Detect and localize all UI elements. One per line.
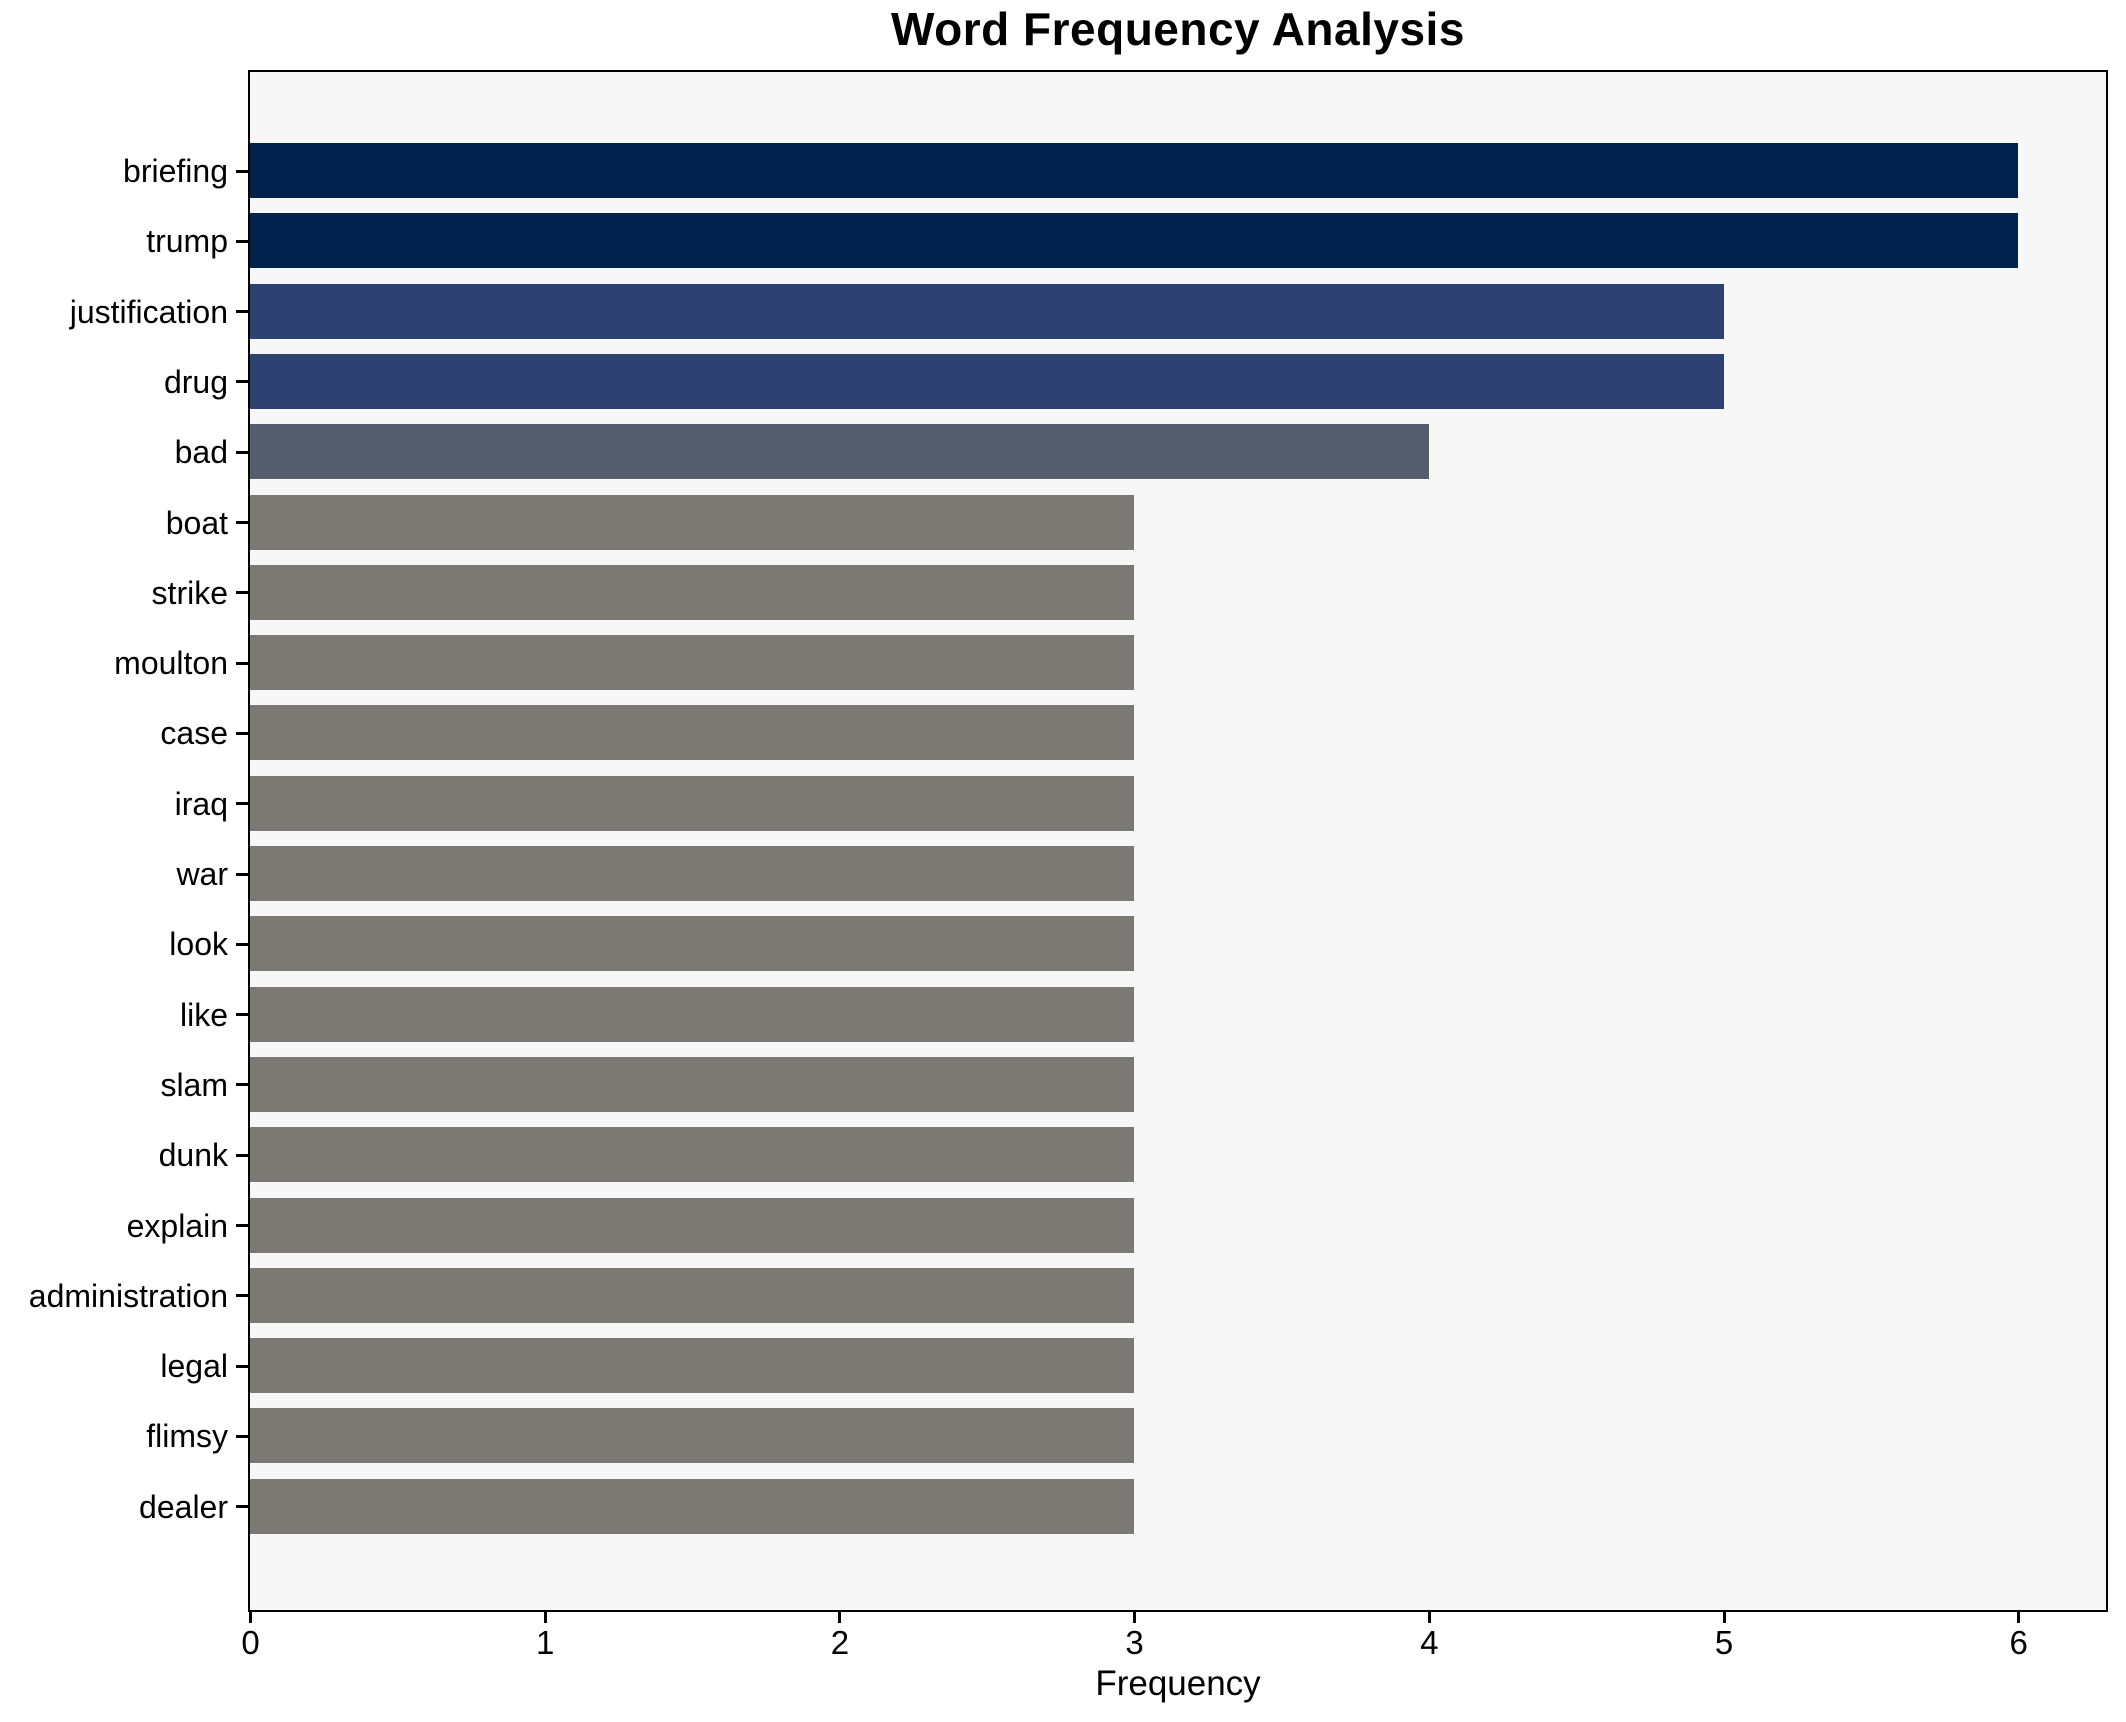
y-tick-mark	[236, 802, 248, 806]
y-tick-mark	[236, 1153, 248, 1157]
y-tick-label: iraq	[174, 785, 228, 822]
x-tick-mark	[1722, 1612, 1726, 1623]
x-tick-label: 5	[1714, 1624, 1734, 1661]
y-tick-mark	[236, 380, 248, 384]
x-tick-label: 0	[241, 1624, 260, 1661]
y-tick-label: administration	[28, 1277, 228, 1314]
y-tick-label: flimsy	[146, 1418, 228, 1455]
bar	[250, 283, 1724, 339]
y-tick-mark	[236, 1083, 248, 1087]
y-tick-mark	[236, 1224, 248, 1227]
x-tick-mark	[249, 1612, 252, 1623]
y-tick-label: justification	[69, 293, 228, 330]
x-tick-label: 1	[536, 1624, 555, 1661]
y-tick-label: strike	[151, 574, 228, 611]
bar	[250, 705, 1135, 761]
bar	[250, 213, 2019, 269]
y-tick-label: explain	[126, 1207, 228, 1244]
y-tick-mark	[236, 1294, 248, 1298]
bar	[250, 846, 1135, 901]
y-tick-mark	[236, 1013, 248, 1017]
bar	[250, 1408, 1135, 1464]
bar	[250, 916, 1135, 972]
y-tick-label: slam	[160, 1066, 228, 1103]
bar	[250, 1478, 1135, 1534]
bar	[250, 775, 1135, 831]
y-tick-label: war	[176, 856, 228, 892]
y-tick-mark	[236, 450, 248, 454]
x-axis-label: Frequency	[1095, 1664, 1261, 1703]
x-tick-label: 2	[830, 1624, 850, 1661]
y-tick-mark	[236, 1505, 248, 1509]
bar	[250, 986, 1135, 1042]
y-tick-mark	[236, 1434, 248, 1438]
bar	[250, 424, 1429, 480]
x-tick-label: 3	[1125, 1624, 1144, 1661]
x-tick-mark	[2017, 1612, 2021, 1623]
y-tick-label: bad	[174, 434, 228, 471]
y-tick-mark	[236, 661, 248, 665]
y-tick-mark	[236, 310, 248, 314]
x-tick-mark	[1133, 1612, 1137, 1623]
bar	[250, 143, 2019, 198]
y-tick-mark	[236, 239, 248, 243]
y-tick-label: look	[169, 926, 228, 963]
y-tick-mark	[236, 1364, 248, 1368]
chart-title: Word Frequency Analysis	[891, 3, 1465, 55]
y-tick-mark	[236, 521, 248, 524]
x-tick-label: 4	[1420, 1624, 1439, 1661]
y-tick-label: moulton	[114, 645, 228, 682]
y-tick-label: boat	[165, 504, 228, 541]
y-tick-mark	[236, 731, 248, 735]
y-tick-mark	[236, 591, 248, 595]
y-tick-label: legal	[160, 1348, 228, 1385]
plot-area	[248, 70, 2108, 1612]
y-tick-label: like	[179, 996, 228, 1033]
x-tick-mark	[1427, 1612, 1431, 1623]
y-tick-mark	[236, 169, 248, 173]
bar	[250, 1267, 1135, 1323]
y-tick-label: dunk	[158, 1137, 228, 1174]
bar	[250, 564, 1135, 620]
x-tick-mark	[543, 1612, 547, 1623]
bar	[250, 635, 1135, 691]
y-tick-label: trump	[146, 223, 228, 260]
bar	[250, 1338, 1135, 1394]
y-tick-label: dealer	[139, 1488, 228, 1525]
bar	[250, 1056, 1135, 1112]
x-tick-mark	[838, 1612, 842, 1623]
bar	[250, 1197, 1135, 1253]
bar	[250, 1127, 1135, 1183]
bar	[250, 494, 1135, 550]
x-tick-label: 6	[2009, 1624, 2028, 1661]
y-tick-mark	[236, 872, 248, 876]
bar	[250, 353, 1724, 409]
y-tick-label: drug	[163, 363, 228, 400]
y-tick-label: briefing	[123, 153, 228, 189]
y-tick-label: case	[160, 715, 228, 752]
y-tick-mark	[236, 942, 248, 946]
